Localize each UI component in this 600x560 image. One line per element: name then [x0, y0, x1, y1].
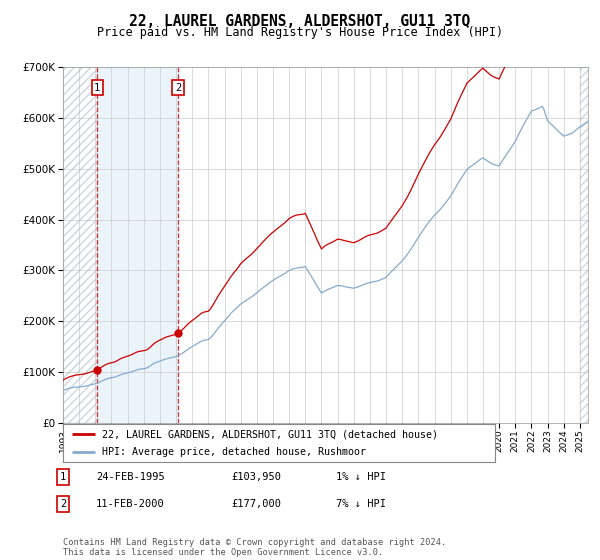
Text: £103,950: £103,950: [231, 472, 281, 482]
Text: HPI: Average price, detached house, Rushmoor: HPI: Average price, detached house, Rush…: [102, 447, 366, 457]
Text: 1: 1: [60, 472, 66, 482]
Text: £177,000: £177,000: [231, 499, 281, 509]
Text: 22, LAUREL GARDENS, ALDERSHOT, GU11 3TQ (detached house): 22, LAUREL GARDENS, ALDERSHOT, GU11 3TQ …: [102, 429, 438, 439]
Text: 2: 2: [60, 499, 66, 509]
Text: Contains HM Land Registry data © Crown copyright and database right 2024.
This d: Contains HM Land Registry data © Crown c…: [63, 538, 446, 557]
Text: 2: 2: [175, 82, 181, 92]
Bar: [97, 67, 178, 423]
Text: 7% ↓ HPI: 7% ↓ HPI: [336, 499, 386, 509]
Text: 24-FEB-1995: 24-FEB-1995: [96, 472, 165, 482]
Text: Price paid vs. HM Land Registry's House Price Index (HPI): Price paid vs. HM Land Registry's House …: [97, 26, 503, 39]
Text: 1: 1: [94, 82, 100, 92]
Bar: [63, 67, 97, 423]
Text: 1% ↓ HPI: 1% ↓ HPI: [336, 472, 386, 482]
Text: 11-FEB-2000: 11-FEB-2000: [96, 499, 165, 509]
Bar: [580, 67, 588, 423]
Bar: [63, 67, 97, 423]
Text: 22, LAUREL GARDENS, ALDERSHOT, GU11 3TQ: 22, LAUREL GARDENS, ALDERSHOT, GU11 3TQ: [130, 14, 470, 29]
